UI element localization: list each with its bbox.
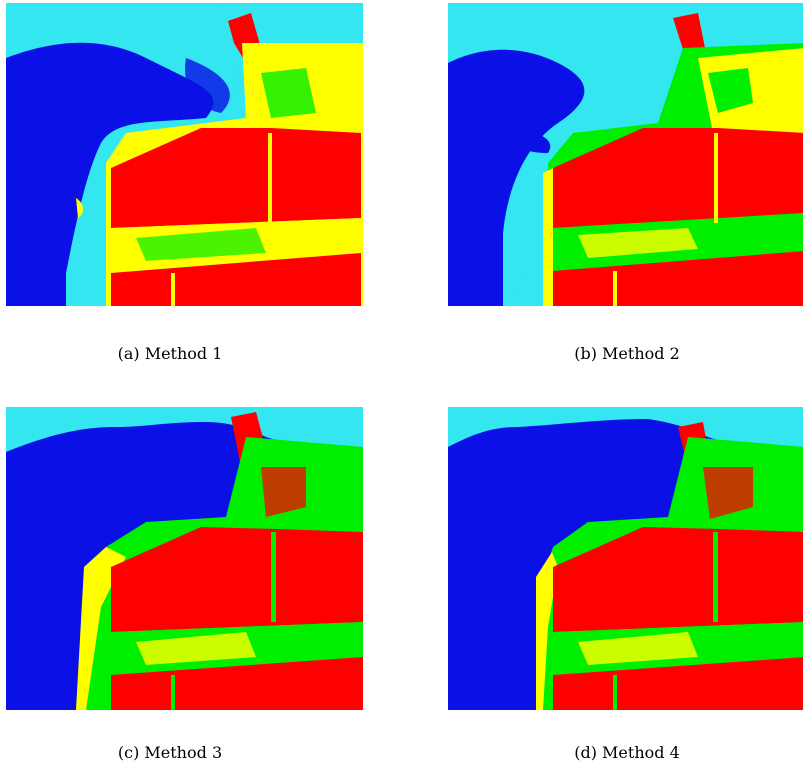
classification-map-c bbox=[6, 407, 363, 710]
caption-b: (b) Method 2 bbox=[574, 344, 680, 363]
panel-d: (d) Method 4 bbox=[400, 400, 803, 782]
panel-c: (c) Method 3 bbox=[0, 400, 400, 782]
panel-b: (b) Method 2 bbox=[400, 0, 803, 380]
panel-a: (a) Method 1 bbox=[0, 0, 400, 380]
classification-map-d bbox=[448, 407, 803, 710]
classification-map-b bbox=[448, 3, 803, 306]
caption-c: (c) Method 3 bbox=[117, 743, 223, 762]
classification-map-a bbox=[6, 3, 363, 306]
caption-d: (d) Method 4 bbox=[574, 743, 680, 762]
caption-a: (a) Method 1 bbox=[117, 344, 223, 363]
